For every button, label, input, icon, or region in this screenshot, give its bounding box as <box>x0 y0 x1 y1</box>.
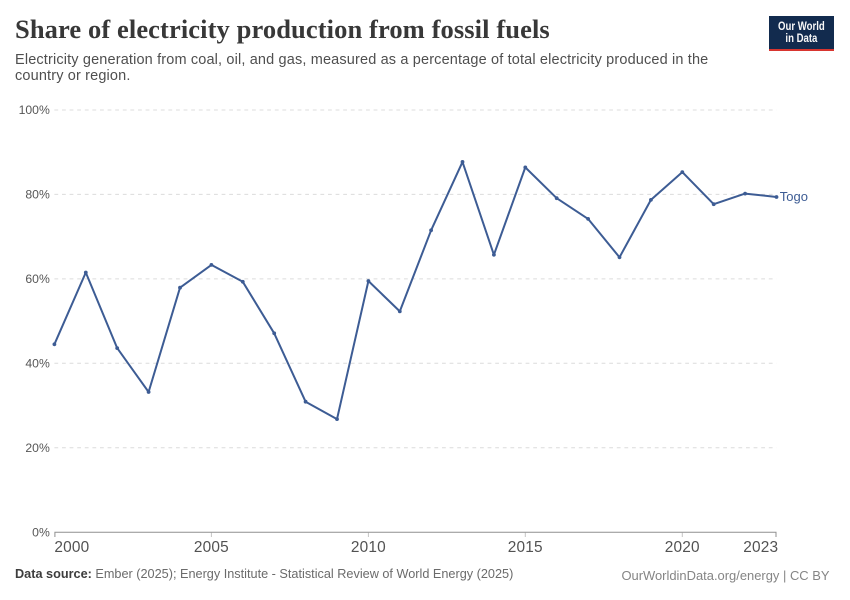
svg-text:2020: 2020 <box>665 539 700 556</box>
svg-text:2023: 2023 <box>743 539 778 556</box>
svg-text:2010: 2010 <box>351 539 386 556</box>
svg-text:60%: 60% <box>25 272 50 286</box>
svg-text:0%: 0% <box>32 525 50 539</box>
svg-text:2000: 2000 <box>54 539 89 556</box>
svg-text:80%: 80% <box>25 188 50 202</box>
svg-text:40%: 40% <box>25 357 50 371</box>
svg-text:100%: 100% <box>19 103 50 117</box>
svg-text:2005: 2005 <box>194 539 229 556</box>
svg-text:20%: 20% <box>25 441 50 455</box>
svg-text:2015: 2015 <box>508 539 543 556</box>
svg-text:Togo: Togo <box>780 189 808 204</box>
